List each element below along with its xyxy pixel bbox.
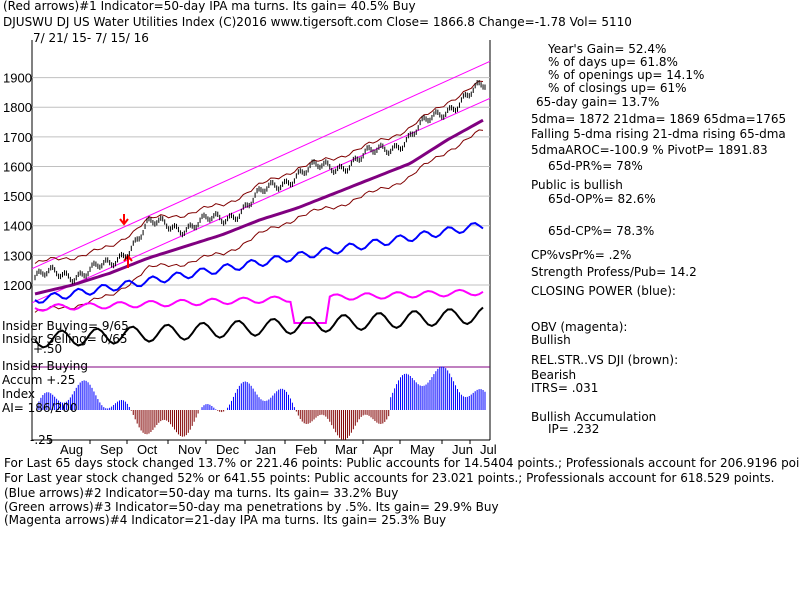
obv-label: OBV (magenta): bbox=[531, 320, 628, 334]
insider-buying-label: Insider Buying bbox=[2, 359, 88, 373]
date-range: 7/ 21/ 15- 7/ 15/ 16 bbox=[33, 31, 149, 45]
relstr-line bbox=[34, 306, 484, 349]
accum-plus-25: Accum +.25 bbox=[2, 373, 76, 387]
month-tick-label: Jun bbox=[452, 442, 473, 457]
aroc: 5dmaAROC=-100.9 % PivotP= 1891.83 bbox=[531, 143, 768, 157]
insider-selling-pct: Insider Selling= 0/65 bbox=[2, 332, 128, 346]
month-tick-label: Sep bbox=[100, 442, 123, 457]
month-tick-label: Mar bbox=[335, 442, 358, 457]
cp-pct: 65d-CP%= 78.3% bbox=[548, 224, 655, 238]
price-tick-label: 1300 bbox=[3, 248, 32, 263]
month-tick-label: Apr bbox=[373, 442, 394, 457]
month-tick-label: Oct bbox=[137, 442, 158, 457]
ma65-line bbox=[34, 118, 484, 296]
op-pct: 65d-OP%= 82.6% bbox=[548, 192, 656, 206]
price-tick-label: 1700 bbox=[3, 130, 32, 145]
accum-status: Bullish Accumulation bbox=[531, 410, 657, 424]
years-gain: Year's Gain= 52.4% bbox=[548, 42, 667, 56]
chart-title: DJUSWU DJ US Water Utilities Index (C)20… bbox=[3, 15, 632, 29]
relstr-label: REL.STR..VS DJI (brown): bbox=[531, 353, 679, 367]
footer-65-days: For Last 65 days stock changed 13.7% or … bbox=[4, 456, 800, 470]
price-tick-label: 1200 bbox=[3, 278, 32, 293]
lower-band bbox=[34, 129, 484, 313]
closing-power-line bbox=[34, 222, 484, 304]
upper-band bbox=[34, 80, 484, 264]
month-tick-label: Jan bbox=[255, 442, 276, 457]
dma-trend: Falling 5-dma rising 21-dma rising 65-dm… bbox=[531, 127, 786, 141]
price-tick-label: 1900 bbox=[3, 71, 32, 86]
accum-minus-25: -.25 bbox=[30, 433, 54, 447]
lower-channel-line bbox=[31, 97, 491, 304]
ai-value: AI= 186/200 bbox=[2, 401, 78, 415]
indicator-2-title: (Blue arrows)#2 Indicator=50-day ma turn… bbox=[4, 486, 399, 500]
pr-pct: 65d-PR%= 78% bbox=[548, 159, 643, 173]
accum-plus-50: +.50 bbox=[33, 342, 63, 356]
price-tick-label: 1800 bbox=[3, 100, 32, 115]
price-tick-label: 1400 bbox=[3, 219, 32, 234]
insider-buying-pct: Insider Buying= 9/65 bbox=[2, 319, 129, 333]
upper-channel-line bbox=[31, 60, 491, 270]
closing-power-label: CLOSING POWER (blue): bbox=[531, 284, 676, 298]
public-status: Public is bullish bbox=[531, 178, 623, 192]
indicator-3-title: (Green arrows)#3 Indicator=50-day ma pen… bbox=[4, 500, 499, 514]
month-tick-label: Jul bbox=[480, 442, 497, 457]
strength: Strength Profess/Pub= 14.2 bbox=[531, 265, 697, 279]
price-tick-label: 1600 bbox=[3, 159, 32, 174]
indicator-4-title: (Magenta arrows)#4 Indicator=21-day IPA … bbox=[4, 513, 447, 527]
price-tick-label: 1500 bbox=[3, 189, 32, 204]
relstr-status: Bearish bbox=[531, 368, 577, 382]
month-tick-label: Feb bbox=[295, 442, 317, 457]
days-up: % of days up= 61.8% bbox=[548, 55, 678, 69]
cp-vs-pr: CP%vsPr%= .2% bbox=[531, 248, 632, 262]
gain-65: 65-day gain= 13.7% bbox=[536, 95, 660, 109]
obv-status: Bullish bbox=[531, 333, 571, 347]
dma-values: 5dma= 1872 21dma= 1869 65dma=1765 bbox=[531, 112, 787, 126]
sell-arrow-icon bbox=[119, 214, 129, 226]
month-tick-label: May bbox=[410, 442, 435, 457]
accum-index-label: Index bbox=[2, 387, 36, 401]
closings-up: % of closings up= 61% bbox=[548, 81, 687, 95]
itrs: ITRS= .031 bbox=[531, 381, 599, 395]
month-tick-label: Dec bbox=[216, 442, 240, 457]
footer-last-year: For Last year stock changed 52% or 641.5… bbox=[4, 471, 775, 485]
month-tick-label: Aug bbox=[60, 442, 83, 457]
ip-value: IP= .232 bbox=[548, 422, 600, 436]
openings-up: % of openings up= 14.1% bbox=[548, 68, 705, 82]
obv-line bbox=[34, 288, 484, 324]
indicator-1-title: (Red arrows)#1 Indicator=50-day IPA ma t… bbox=[3, 0, 416, 13]
month-tick-label: Nov bbox=[178, 442, 202, 457]
